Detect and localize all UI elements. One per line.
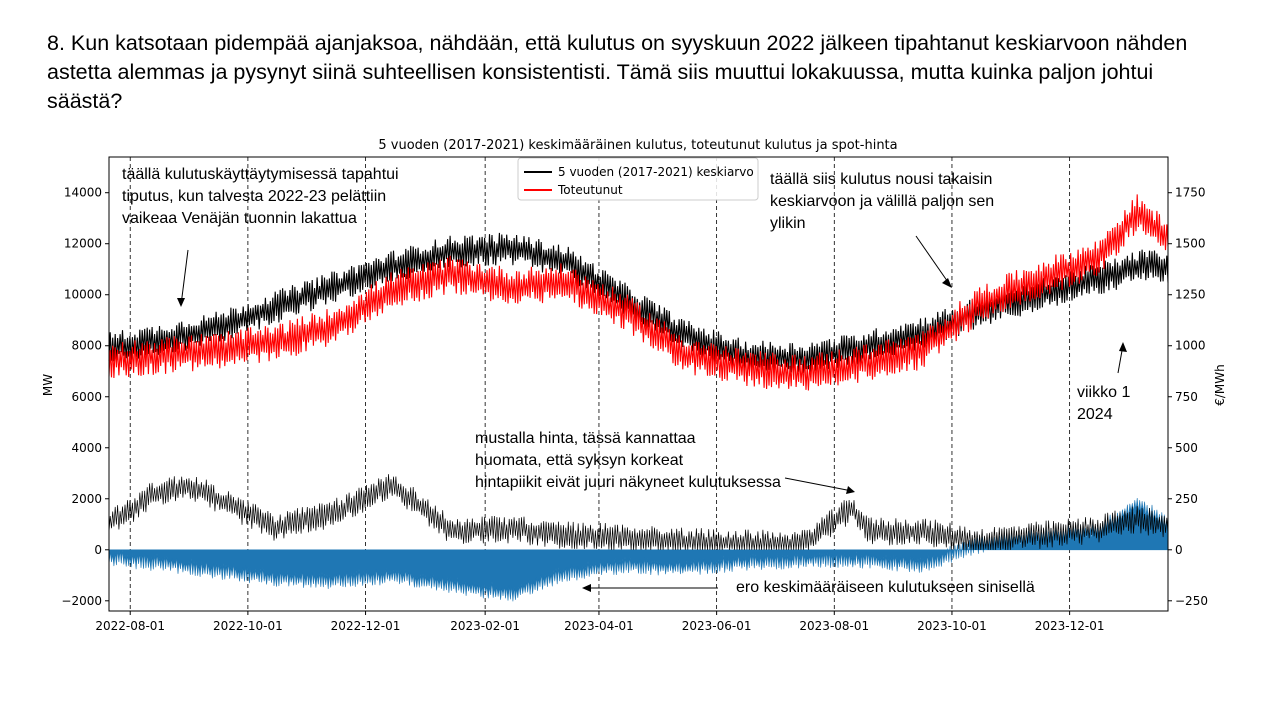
- actual-series: [108, 194, 1169, 391]
- y-tick-label: 12000: [64, 237, 102, 251]
- x-tick-label: 2023-12-01: [1035, 619, 1105, 633]
- x-axis: 2022-08-01 2022-10-01 2022-12-01 2023-02-01…: [95, 611, 1104, 633]
- average-line: [108, 232, 1169, 373]
- arrowhead-diff: [582, 584, 591, 592]
- annotation-line: huomata, että syksyn korkeat: [475, 452, 684, 469]
- x-tick-label: 2023-04-01: [564, 619, 634, 633]
- plot-frame: [108, 156, 1169, 612]
- y-tick-label: 2000: [71, 492, 102, 506]
- heading-line: astetta alemmas ja pysynyt siinä suhteel…: [47, 60, 1154, 84]
- legend-box: [517, 157, 759, 201]
- annotation-price: mustalla hinta, tässä kannattaa huomata,…: [475, 428, 781, 494]
- heading-line: säästä?: [47, 89, 123, 113]
- x-tick-label: 2023-02-01: [450, 619, 520, 633]
- y-tick-label: 10000: [64, 288, 102, 302]
- annotation-rise: täällä siis kulutus nousi takaisin keski…: [770, 169, 994, 235]
- arrow-price: [784, 477, 853, 492]
- annotation-line: hintapiikit eivät juuri näkyneet kulutuk…: [475, 474, 781, 491]
- y-tick-label: 6000: [71, 390, 102, 404]
- y-axis-right-label: €/MWh: [1213, 364, 1227, 406]
- y2-tick-label: 0: [1175, 543, 1183, 557]
- y-tick-label: −2000: [61, 594, 102, 608]
- y-axis-label: MW: [41, 374, 55, 396]
- y-tick-label: 14000: [64, 186, 102, 200]
- price-line: [108, 474, 1169, 550]
- y2-tick-label: 1250: [1175, 288, 1206, 302]
- annotation-arrows: [180, 235, 1124, 589]
- y-tick-label: 8000: [71, 339, 102, 353]
- y-axis-left: −2000 0 2000 4000 6000 8000 10000 12000 14000: [61, 186, 109, 608]
- y2-tick-label: 500: [1175, 441, 1198, 455]
- annotation-line: mustalla hinta, tässä kannattaa: [475, 430, 696, 447]
- y2-tick-label: 1500: [1175, 237, 1206, 251]
- y2-tick-label: 1000: [1175, 339, 1206, 353]
- y2-tick-label: 250: [1175, 492, 1198, 506]
- average-series: [108, 232, 1169, 373]
- annotation-line: 2024: [1077, 406, 1113, 423]
- arrowhead-drop: [177, 298, 185, 307]
- arrowhead-week: [1119, 342, 1127, 352]
- annotation-line: vaikeaa Venäjän tuonnin lakattua: [122, 210, 357, 227]
- x-tick-label: 2023-08-01: [799, 619, 869, 633]
- slide-heading: 8. Kun katsotaan pidempää ajanjaksoa, nä…: [47, 29, 1247, 116]
- legend: 5 vuoden (2017-2021) keskiarvo Toteutunu…: [517, 157, 759, 201]
- annotation-line: keskiarvoon ja välillä paljon sen: [770, 193, 995, 210]
- annotation-line: viikko 1: [1077, 384, 1131, 401]
- price-series: [108, 474, 1169, 550]
- x-tick-label: 2022-08-01: [95, 619, 165, 633]
- arrowhead-price: [846, 486, 855, 494]
- y2-tick-label: 1750: [1175, 186, 1206, 200]
- annotation-line: tiputus, kun talvesta 2022-23 pelättiin: [122, 188, 387, 205]
- x-tick-label: 2023-10-01: [917, 619, 987, 633]
- y2-tick-label: −250: [1175, 594, 1208, 608]
- annotation-arrowheads: [177, 278, 1127, 592]
- y-tick-label: 0: [94, 543, 102, 557]
- annotation-line: ylikin: [770, 215, 806, 232]
- arrow-drop: [180, 249, 189, 306]
- y-axis-right: −250 0 250 500 750 1000 1250 1500 1750: [1168, 186, 1208, 608]
- annotation-week: viikko 1 2024: [1077, 382, 1130, 426]
- y2-tick-label: 750: [1175, 390, 1198, 404]
- legend-label-average: 5 vuoden (2017-2021) keskiarvo: [558, 165, 754, 179]
- arrow-rise: [915, 235, 951, 286]
- annotation-line: täällä kulutuskäyttäytymisessä tapahtui: [122, 166, 399, 183]
- annotation-line: täällä siis kulutus nousi takaisin: [770, 171, 993, 188]
- x-tick-label: 2023-06-01: [682, 619, 752, 633]
- legend-label-actual: Toteutunut: [557, 183, 623, 197]
- arrowhead-rise: [942, 278, 952, 288]
- annotation-diff: ero keskimääräiseen kulutukseen sinisell…: [736, 577, 1035, 599]
- heading-line: 8. Kun katsotaan pidempää ajanjaksoa, nä…: [47, 31, 1188, 55]
- x-tick-label: 2022-10-01: [213, 619, 283, 633]
- actual-line: [108, 194, 1169, 391]
- annotation-line: ero keskimääräiseen kulutukseen sinisell…: [736, 579, 1035, 596]
- y-tick-label: 4000: [71, 441, 102, 455]
- x-tick-label: 2022-12-01: [331, 619, 401, 633]
- chart-title: 5 vuoden (2017-2021) keskimääräinen kulu…: [378, 138, 897, 153]
- annotation-drop: täällä kulutuskäyttäytymisessä tapahtui …: [122, 164, 399, 230]
